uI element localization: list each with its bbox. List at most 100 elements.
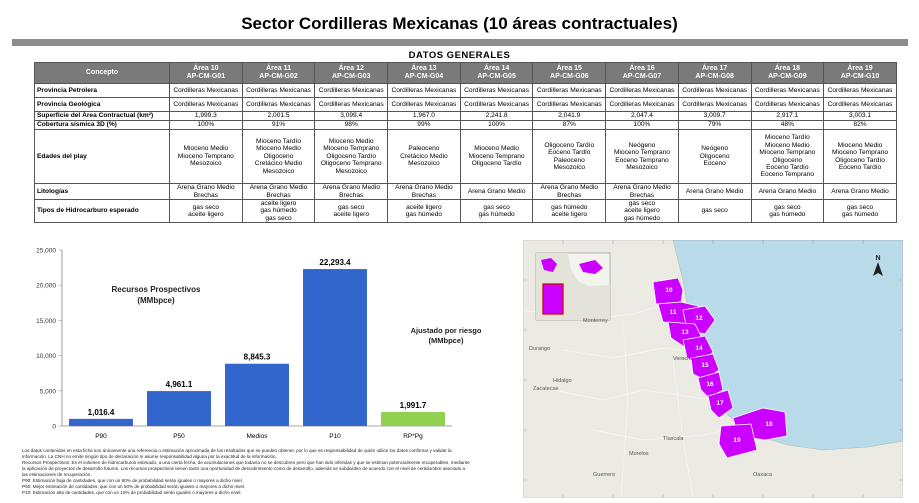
header-divider-bar	[12, 39, 908, 46]
table-cell: gas seco	[677, 198, 752, 224]
y-tick-label: 5,000	[40, 388, 57, 395]
table-cell: Cordilleras Mexicanas	[750, 97, 825, 112]
area-header: Área 19 AP-CM-G10	[823, 62, 897, 84]
table-header-row: Concepto Área 10 AP-CM-G01 Área 11 AP-CM-G0…	[34, 62, 897, 84]
area-name: Área 18	[774, 65, 800, 73]
table-row: Tipos de Hidrocarburo esperado gas seco a…	[34, 198, 897, 224]
area-label: 14	[695, 345, 703, 352]
area-name: Área 13	[411, 65, 437, 73]
place-labels: Monterrey Durango Zacatecas Hidalgo Veracruz…	[529, 318, 773, 478]
y-tick-label: 20,000	[36, 283, 56, 290]
table-cell: Arena Grano Medio Brechas	[387, 183, 461, 200]
north-arrow: N	[873, 255, 883, 276]
category-label: Medios	[247, 433, 269, 440]
footnotes: Los datos contenidos en esta ficha son ú…	[22, 448, 512, 496]
category-label: RP*Pg	[403, 433, 423, 440]
table-cell: Cordilleras Mexicanas	[169, 83, 243, 98]
area-code: AP-CM-G04	[404, 73, 444, 80]
contract-areas	[652, 277, 788, 459]
contract-area-labels: 10 11 12 13 14 15 16 17 18 19	[665, 287, 773, 444]
area-code: AP-CM-G08	[695, 73, 734, 80]
table-cell: Cordilleras Mexicanas	[387, 83, 461, 98]
table-cell: aceite ligero gas húmedo	[387, 198, 461, 224]
inset-highlight-box	[542, 283, 564, 315]
table-cell: 1,999.3	[169, 111, 243, 121]
area-header: Área 17 AP-CM-G08	[677, 62, 752, 84]
table-cell: Cordilleras Mexicanas	[823, 83, 897, 98]
area-code: AP-CM-G06	[550, 73, 589, 80]
bar	[225, 363, 289, 426]
table-cell: Cordilleras Mexicanas	[677, 83, 752, 98]
table-cell: Mioceno Medio Mioceno Temprano Mesozoico	[169, 129, 243, 184]
table-cell: 2,001.5	[241, 111, 316, 121]
area-label: 12	[695, 315, 703, 322]
table-cell: gas seco aceite ligero	[314, 198, 389, 224]
table-cell: Cordilleras Mexicanas	[459, 97, 534, 112]
row-label: Superficie del Área Contractual (km²)	[34, 111, 170, 121]
category-label: P90	[95, 433, 107, 440]
table-cell: gas húmedo aceite ligero	[532, 198, 607, 224]
area-code: AP-CM-G02	[259, 73, 298, 80]
table-cell: Oligoceno Tardío Eoceno Tardío Paleoceno…	[532, 129, 607, 184]
inset-areas-north	[541, 258, 557, 272]
bar	[69, 418, 133, 426]
bar-value-label: 1,016.4	[88, 408, 115, 417]
area-name: Área 11	[266, 65, 291, 73]
area-header: Área 10 AP-CM-G01	[169, 62, 243, 84]
table-cell: Neógeno Oligoceno Eoceno	[677, 129, 752, 184]
table-cell: 2,047.4	[605, 111, 679, 121]
place-label: Morelos	[629, 451, 649, 457]
table-cell: Cordilleras Mexicanas	[677, 97, 752, 112]
area-code: AP-CM-G10	[840, 73, 880, 80]
row-label: Litologías	[34, 183, 170, 200]
table-cell: 2,041.9	[532, 111, 607, 121]
table-cell: 48%	[750, 120, 825, 130]
table-cell: Cordilleras Mexicanas	[241, 83, 316, 98]
row-label: Edades del play	[34, 129, 170, 184]
footnote-line: información. La CNH no emite ningún tipo…	[22, 454, 277, 459]
resources-bar-chart: 0 5,000 10,000 15,000 20,000 25,000 1,016.4 P90…	[36, 248, 482, 441]
y-tick-label: 10,000	[36, 353, 56, 360]
north-arrow-icon	[873, 262, 883, 276]
table-cell: Arena Grano Medio	[459, 183, 534, 200]
footnote-line: Los datos contenidos en esta ficha son ú…	[22, 448, 452, 453]
area-header: Área 13 AP-CM-G04	[387, 62, 461, 84]
table-cell: Mioceno Medio Mioceno Temprano Oligoceno…	[314, 129, 389, 184]
area-label: 15	[701, 362, 709, 369]
y-tick-label: 25,000	[36, 248, 56, 255]
table-cell: 87%	[532, 120, 607, 130]
north-label: N	[875, 255, 880, 262]
table-cell: Cordilleras Mexicanas	[387, 97, 461, 112]
row-label: Tipos de Hidrocarburo esperado	[34, 198, 170, 224]
table-cell: Mioceno Tardío Mioceno Medio Mioceno Tem…	[750, 129, 825, 184]
footnote-line: las estimaciones de recuperación.	[22, 472, 92, 477]
table-cell: gas seco gas húmedo	[459, 198, 534, 224]
place-label: Hidalgo	[553, 378, 572, 384]
table-cell: Cordilleras Mexicanas	[241, 97, 316, 112]
area-header: Área 14 AP-CM-G05	[459, 62, 534, 84]
table-cell: Arena Grano Medio	[823, 183, 897, 200]
area-header: Área 12 AP-CM-G03	[314, 62, 389, 84]
table-cell: Cordilleras Mexicanas	[459, 83, 534, 98]
area-name: Área 12	[338, 65, 364, 73]
area-code: AP-CM-G01	[186, 73, 226, 80]
area-code: AP-CM-G07	[622, 73, 662, 80]
table-cell: Neógeno Mioceno Temprano Eoceno Temprano…	[605, 129, 679, 184]
table-row: Superficie del Área Contractual (km²) 1,9…	[34, 111, 897, 121]
table-cell: Cordilleras Mexicanas	[532, 83, 607, 98]
table-row: Litologías Arena Grano Medio Brechas Arena…	[34, 183, 897, 200]
bar-value-label: 8,845.3	[244, 353, 271, 362]
table-cell: Cordilleras Mexicanas	[750, 83, 825, 98]
table-cell: Mioceno Tardío Mioceno Medio Oligoceno C…	[241, 129, 316, 184]
inset-areas-east	[579, 260, 603, 274]
table-cell: Arena Grano Medio	[677, 183, 752, 200]
area-header: Área 18 AP-CM-G09	[750, 62, 825, 84]
table-cell: aceite ligero gas húmedo gas seco	[241, 198, 316, 224]
table-cell: Cordilleras Mexicanas	[532, 97, 607, 112]
table-cell: gas seco aceite ligero gas húmedo	[605, 198, 679, 224]
table-cell: Arena Grano Medio Brechas	[605, 183, 679, 200]
area-label: 16	[706, 381, 714, 388]
y-tick-label: 0	[52, 424, 56, 431]
general-data-table: Concepto Área 10 AP-CM-G01 Área 11 AP-CM-G0…	[34, 62, 897, 224]
table-cell: 3,009.7	[677, 111, 752, 121]
